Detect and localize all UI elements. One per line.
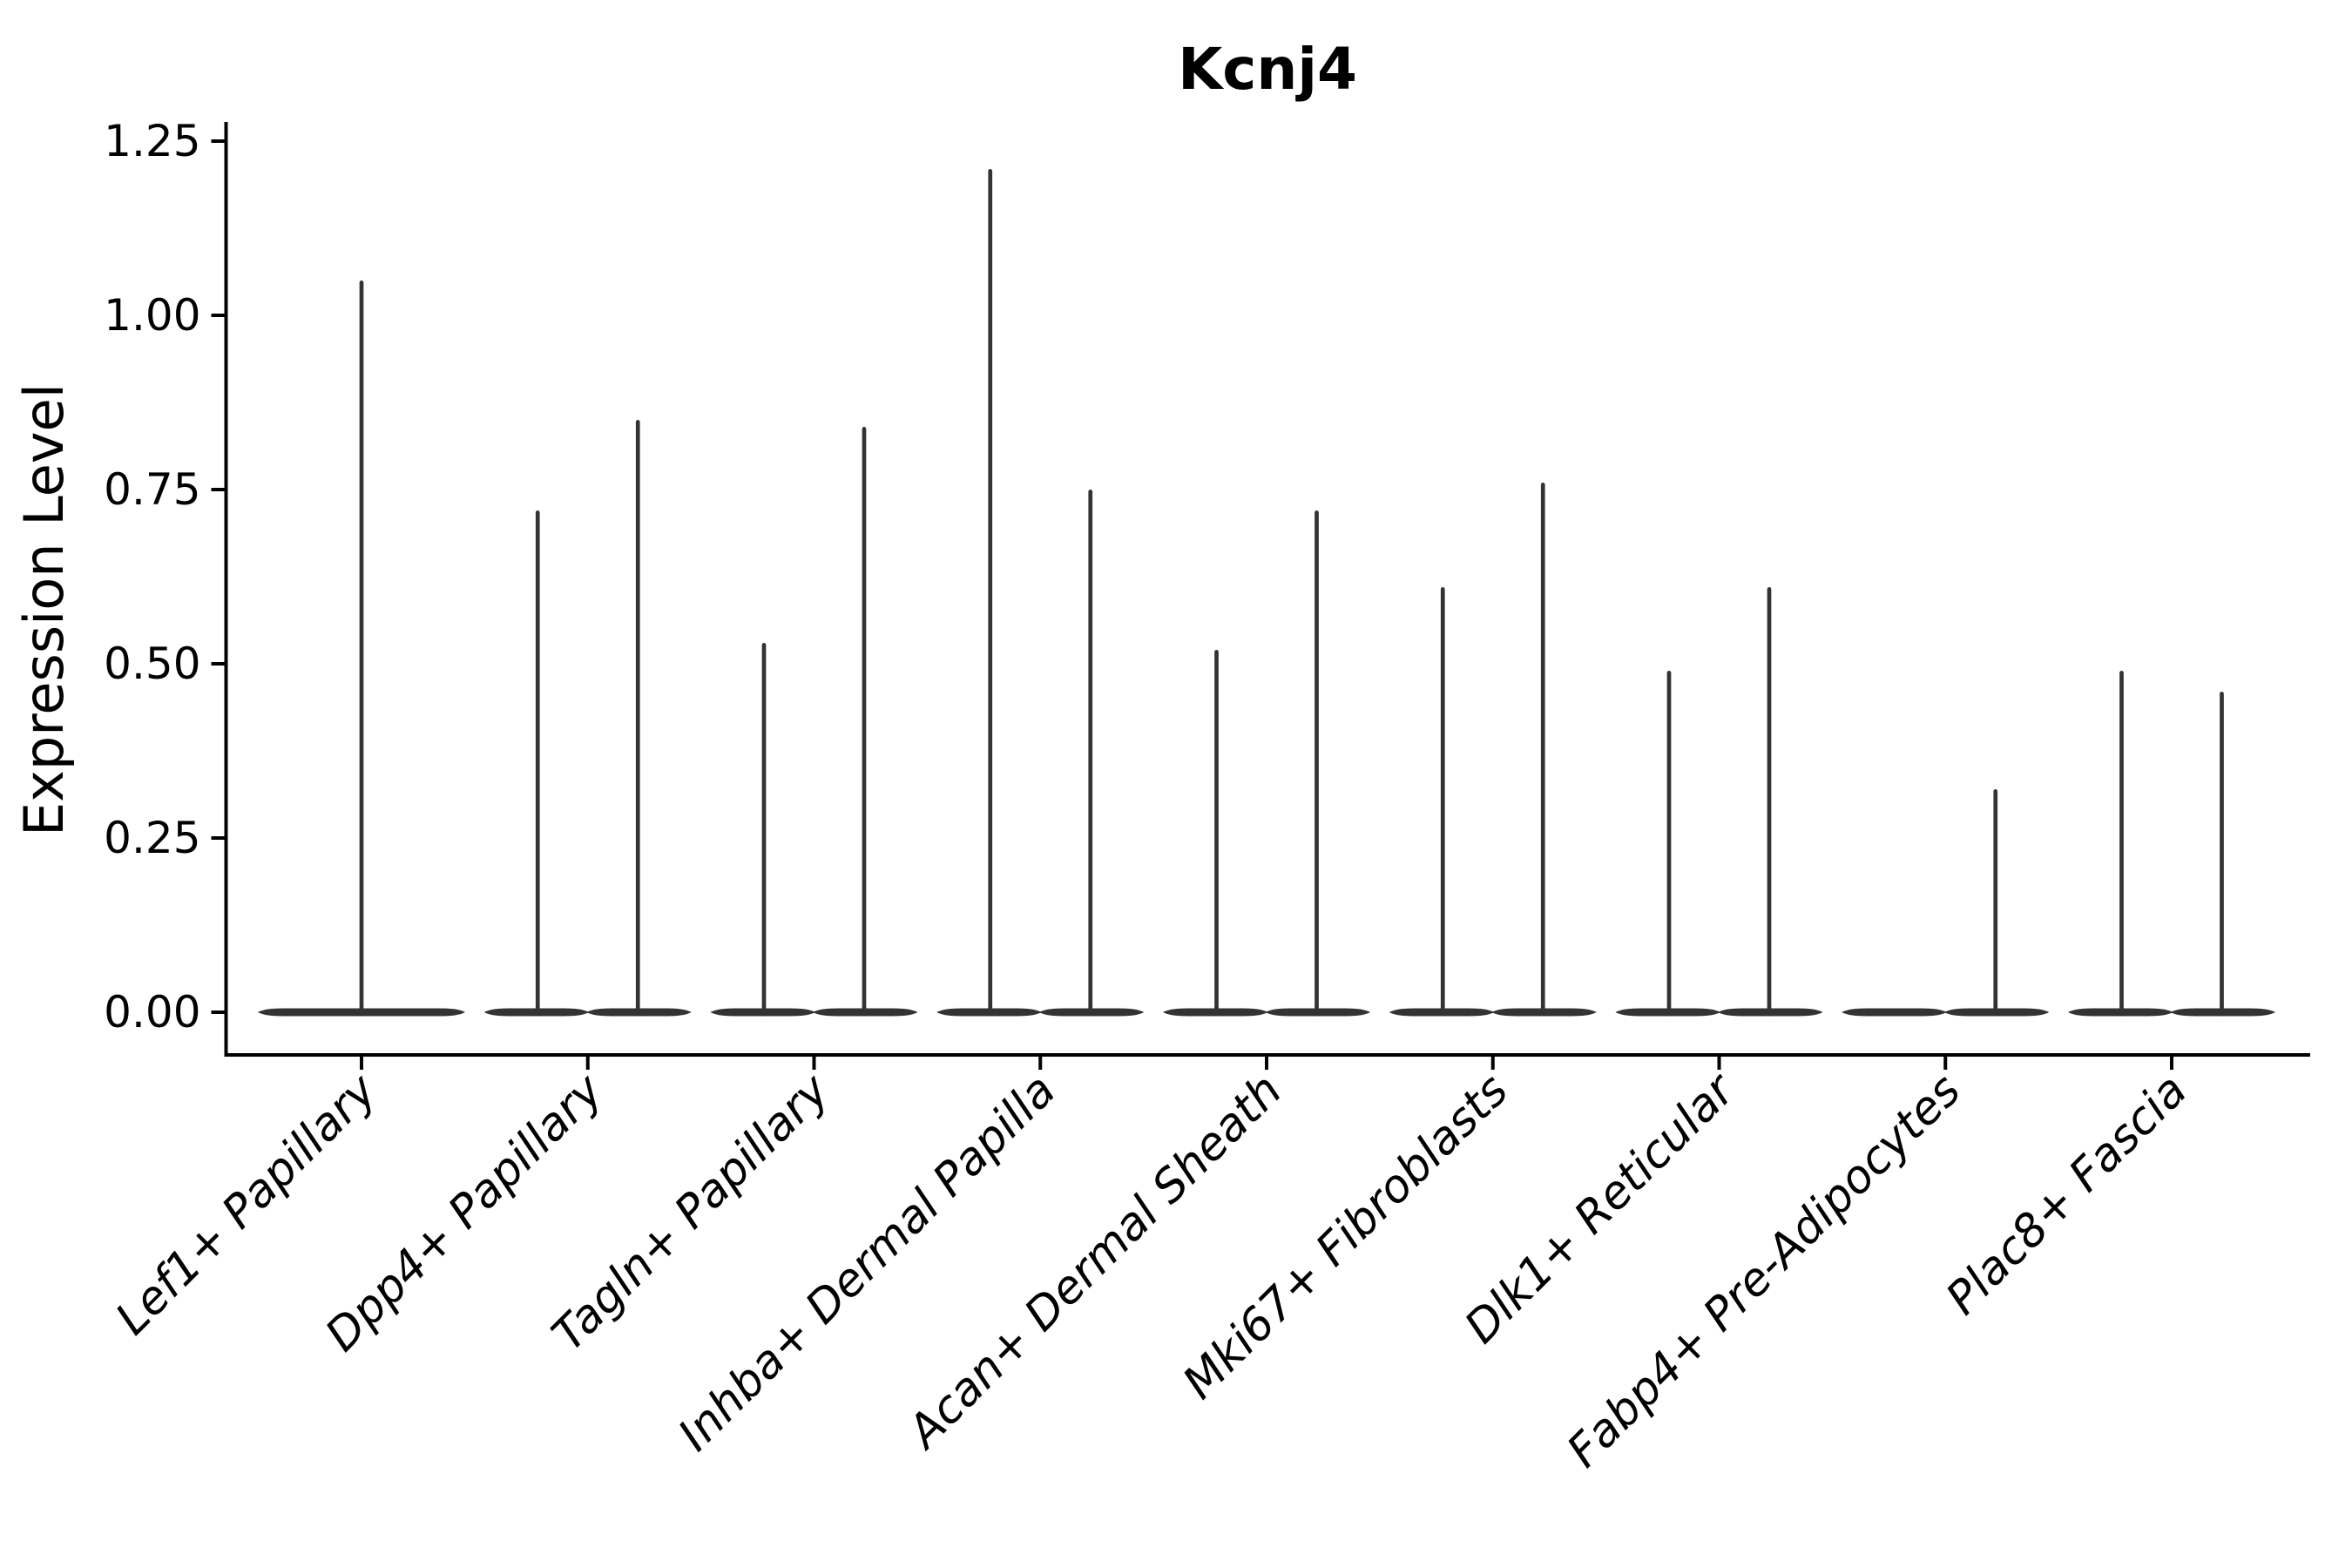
violin-group bbox=[258, 280, 465, 1017]
violin-needle bbox=[1993, 789, 1998, 1017]
violin-needle bbox=[862, 427, 867, 1017]
violin-needle bbox=[1767, 587, 1772, 1017]
violin-group bbox=[936, 169, 1145, 1017]
violins bbox=[258, 169, 2275, 1017]
violin-group bbox=[2068, 671, 2275, 1017]
x-tick-label: Plac8+ Fascia bbox=[1936, 1064, 2197, 1325]
y-tick-label: 0.50 bbox=[104, 639, 200, 689]
violin-needle bbox=[988, 169, 993, 1017]
violin-needle bbox=[359, 280, 364, 1017]
violin-needle bbox=[761, 643, 767, 1017]
x-tick-label: Fabp4+ Pre-Adipocytes bbox=[1558, 1064, 1971, 1478]
x-tick-label: Acan+ Dermal Sheath bbox=[896, 1064, 1292, 1460]
violin-group bbox=[483, 420, 692, 1017]
violin-needle bbox=[1315, 510, 1319, 1017]
violin-group bbox=[710, 427, 918, 1017]
violin-needle bbox=[1088, 490, 1093, 1017]
y-tick-label: 0.00 bbox=[104, 987, 200, 1037]
violin-needle bbox=[635, 420, 640, 1017]
violin-needle bbox=[2119, 671, 2124, 1017]
y-tick-label: 0.25 bbox=[104, 813, 200, 863]
violin-needle bbox=[1540, 483, 1545, 1017]
y-tick-label: 1.25 bbox=[104, 116, 200, 166]
violin-group bbox=[1615, 587, 1823, 1017]
violin-group bbox=[1842, 789, 2050, 1017]
violin-needle bbox=[1666, 671, 1672, 1017]
y-axis-ticks: 0.00 0.25 0.50 0.75 1.00 1.25 bbox=[104, 116, 226, 1037]
violin-base bbox=[1842, 1008, 1947, 1017]
y-axis-label: Expression Level bbox=[12, 383, 76, 836]
violin-group bbox=[1389, 483, 1597, 1017]
violin-needle bbox=[1440, 587, 1445, 1017]
y-tick-label: 0.75 bbox=[104, 464, 200, 515]
y-tick-label: 1.00 bbox=[104, 290, 200, 341]
violin-group bbox=[1163, 510, 1370, 1017]
violin-needle bbox=[2220, 692, 2224, 1017]
violin-needle bbox=[535, 510, 540, 1017]
x-tick-label: Inhba+ Dermal Papilla bbox=[669, 1064, 1066, 1462]
chart-title: Kcnj4 bbox=[1178, 36, 1357, 103]
violin-needle bbox=[1214, 650, 1219, 1017]
